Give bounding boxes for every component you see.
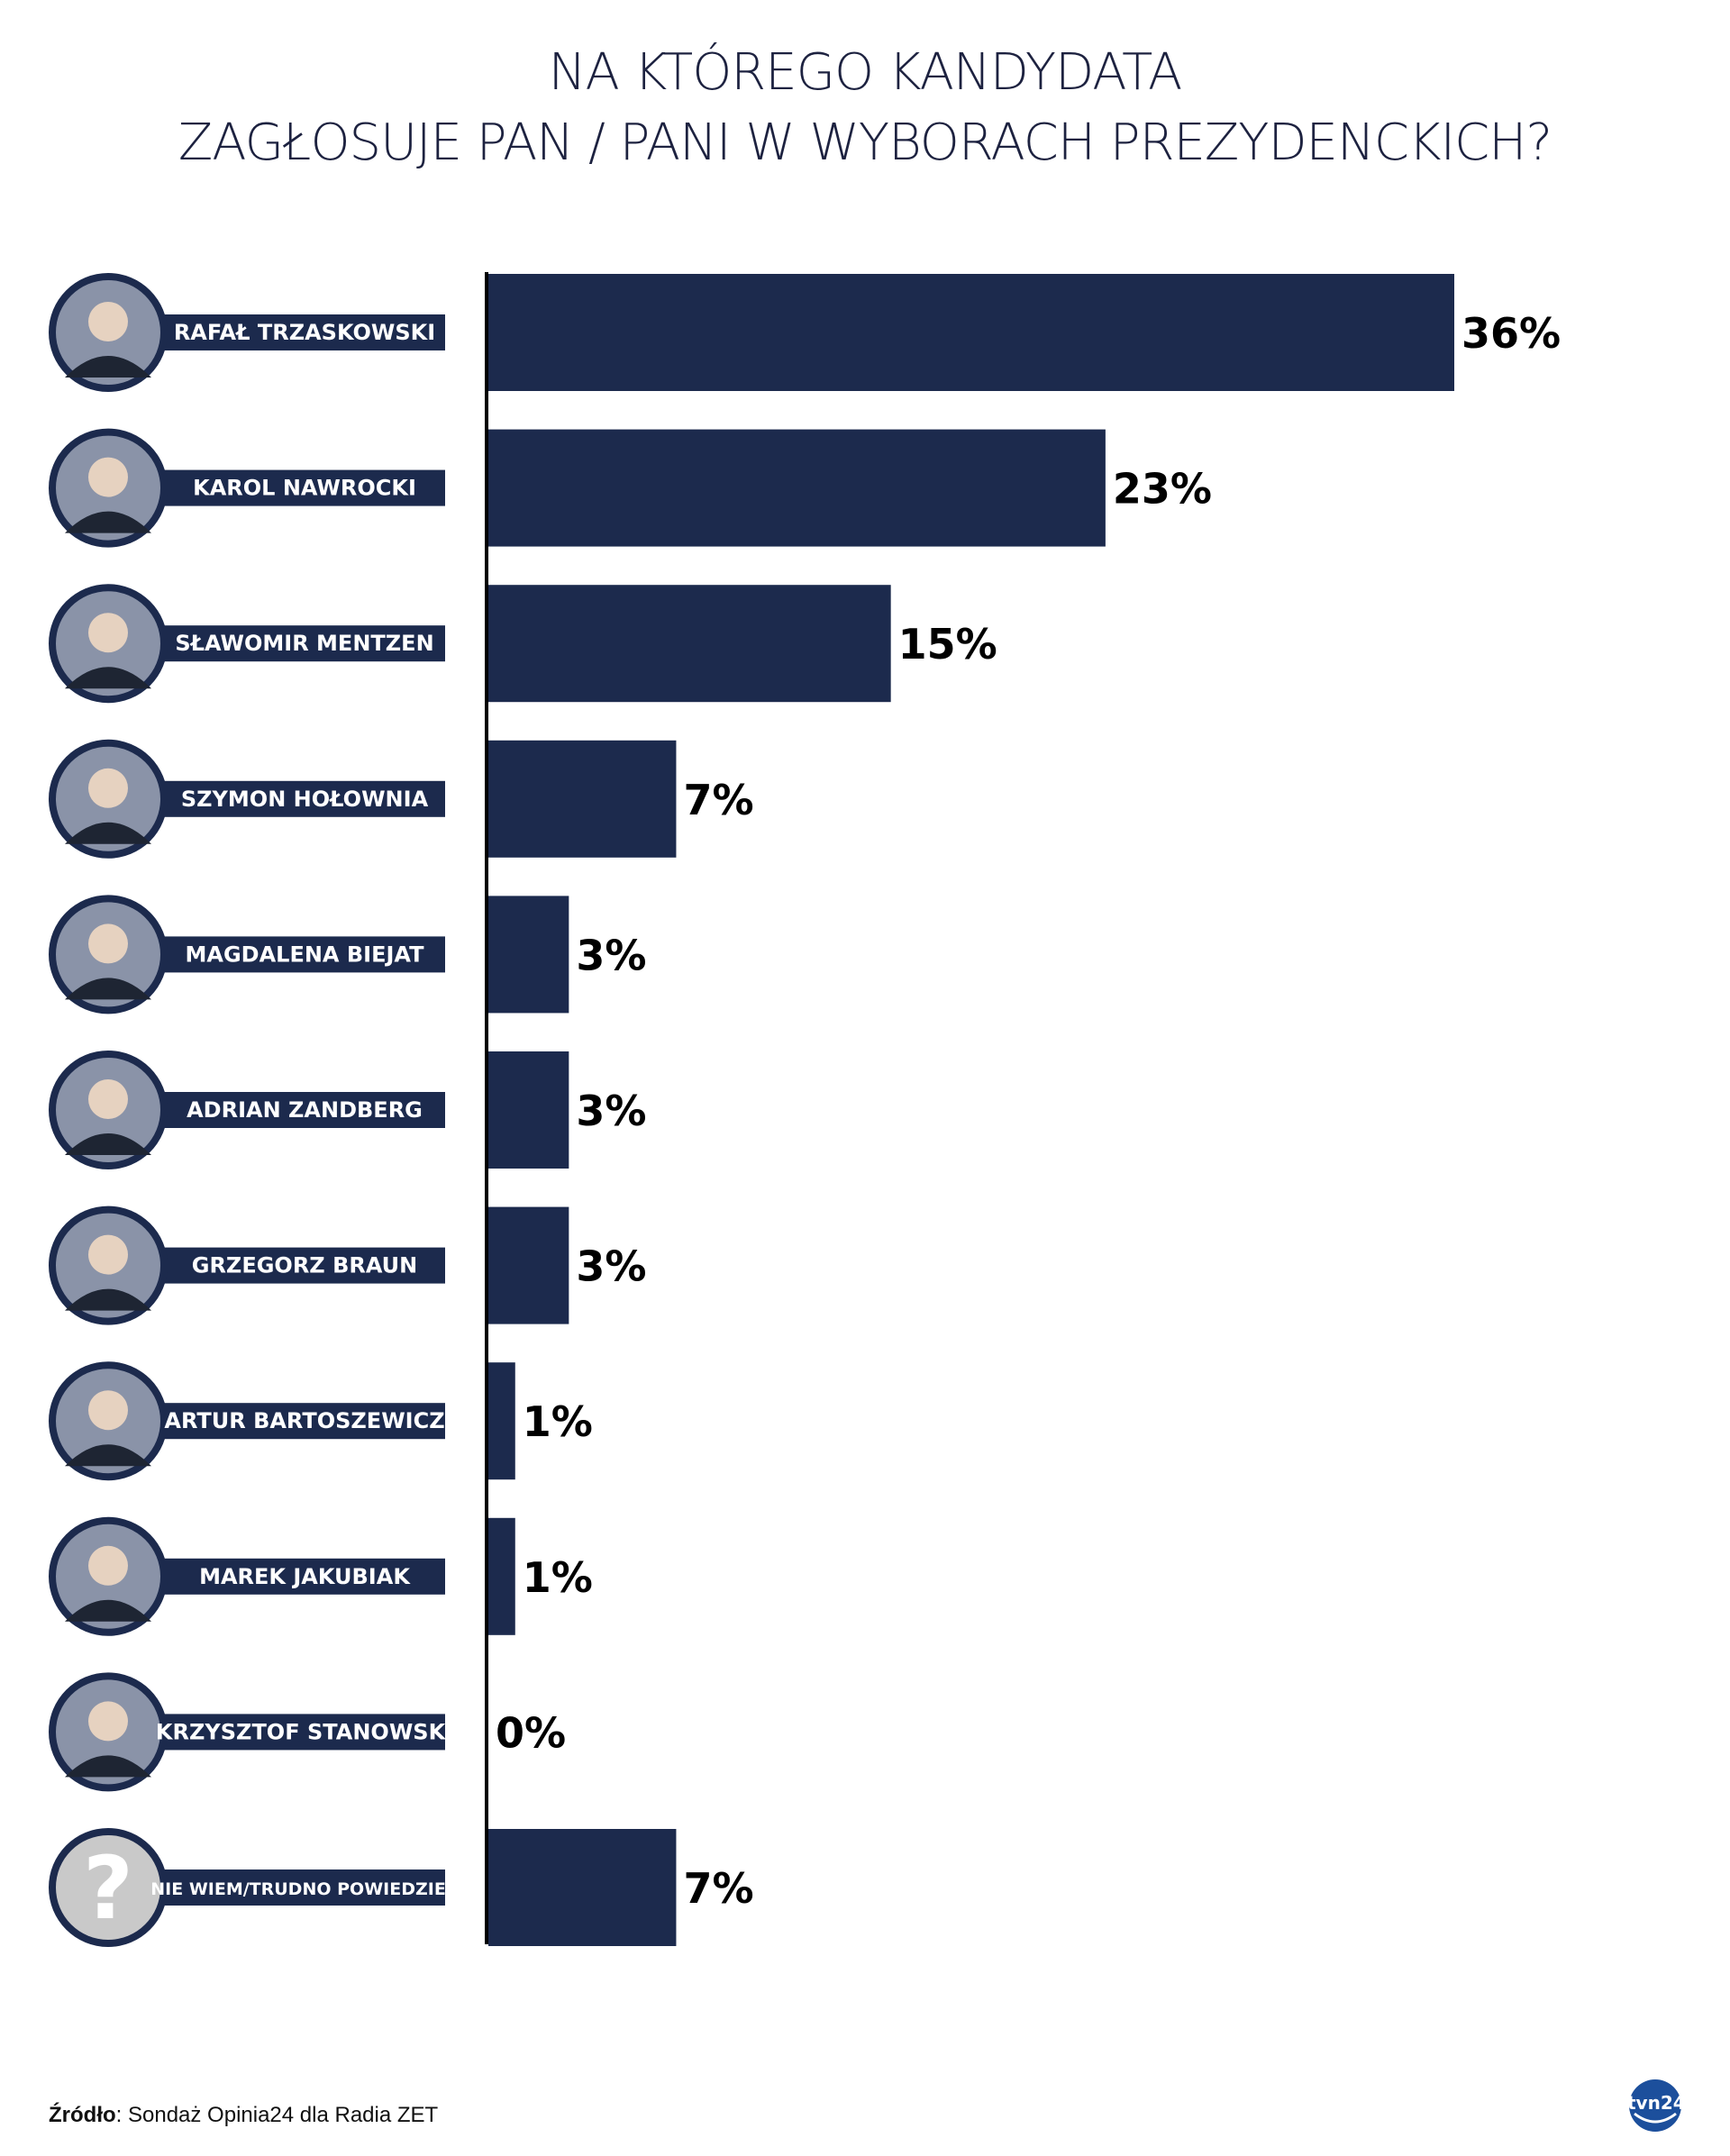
bar-chart: RAFAŁ TRZASKOWSKI 36% KAROL NAWROCKI 23% SŁA… <box>49 272 1561 1947</box>
name-badge <box>135 625 445 662</box>
value-label: 36% <box>1461 309 1561 358</box>
person-icon <box>88 1390 128 1431</box>
person-body-icon <box>65 1755 151 1778</box>
value-label: 0% <box>496 1708 566 1757</box>
name-badge <box>135 469 445 506</box>
name-badge <box>135 1714 445 1751</box>
person-body-icon <box>65 822 151 844</box>
name-badge <box>135 314 445 350</box>
person-icon <box>88 923 128 964</box>
bar <box>488 585 891 703</box>
candidate-label: SZYMON HOŁOWNIA <box>181 787 429 812</box>
question-mark-icon: ? <box>83 1838 133 1939</box>
value-label: 3% <box>576 931 646 979</box>
person-body-icon <box>65 667 151 689</box>
candidate-label: RAFAŁ TRZASKOWSKI <box>174 320 435 345</box>
person-body-icon <box>65 511 151 533</box>
value-label: 15% <box>898 620 997 669</box>
name-badge <box>135 1403 445 1440</box>
bar <box>488 740 677 858</box>
bar <box>488 1206 569 1324</box>
person-body-icon <box>65 356 151 378</box>
person-body-icon <box>65 1599 151 1622</box>
person-icon <box>88 613 128 653</box>
candidate-label: SŁAWOMIR MENTZEN <box>175 631 433 656</box>
person-icon <box>88 457 128 497</box>
person-icon <box>88 302 128 341</box>
candidate-label: NIE WIEM/TRUDNO POWIEDZIEĆ <box>150 1878 459 1899</box>
person-body-icon <box>65 1444 151 1467</box>
person-icon <box>88 1079 128 1119</box>
value-label: 1% <box>523 1553 593 1602</box>
source-text: : Sondaż Opinia24 dla Radia ZET <box>115 2103 439 2127</box>
name-badge <box>135 936 445 973</box>
value-label: 7% <box>683 776 753 824</box>
bar <box>488 1051 569 1169</box>
source-label: Źródło <box>49 2103 116 2127</box>
chart-title-line2: ZAGŁOSUJE PAN / PANI W WYBORACH PREZYDEN… <box>178 114 1552 172</box>
chart-title-line1: NA KTÓREGO KANDYDATA <box>548 43 1183 102</box>
bar <box>488 1829 677 1946</box>
bar <box>488 429 1106 547</box>
bar <box>488 274 1454 391</box>
value-label: 3% <box>576 1242 646 1291</box>
name-badge <box>135 780 445 817</box>
candidate-label: KRZYSZTOF STANOWSKI <box>156 1719 453 1744</box>
person-body-icon <box>65 1288 151 1311</box>
candidate-label: ADRIAN ZANDBERG <box>187 1097 423 1123</box>
person-icon <box>88 1234 128 1275</box>
bar <box>488 1362 515 1480</box>
name-badge <box>135 1869 445 1906</box>
candidate-label: MAGDALENA BIEJAT <box>186 942 425 967</box>
tvn24-logo-text: tvn24 <box>1627 2092 1686 2114</box>
value-label: 7% <box>683 1864 753 1913</box>
value-label: 23% <box>1113 465 1212 514</box>
bar <box>488 1517 515 1635</box>
person-icon <box>88 768 128 808</box>
person-body-icon <box>65 1133 151 1155</box>
person-icon <box>88 1701 128 1742</box>
name-badge <box>135 1092 445 1128</box>
name-badge <box>135 1558 445 1595</box>
candidate-label: ARTUR BARTOSZEWICZ <box>164 1408 444 1433</box>
value-label: 3% <box>576 1087 646 1135</box>
person-body-icon <box>65 978 151 1000</box>
candidate-label: KAROL NAWROCKI <box>193 476 416 501</box>
value-label: 1% <box>523 1397 593 1446</box>
candidate-label: GRZEGORZ BRAUN <box>192 1253 418 1278</box>
candidate-label: MAREK JAKUBIAK <box>199 1564 411 1589</box>
question-avatar <box>56 1835 160 1940</box>
bar <box>488 896 569 1014</box>
tvn24-logo <box>1629 2079 1681 2132</box>
name-badge <box>135 1247 445 1284</box>
source-note: Źródło: Sondaż Opinia24 dla Radia ZET <box>49 2103 438 2128</box>
person-icon <box>88 1545 128 1586</box>
